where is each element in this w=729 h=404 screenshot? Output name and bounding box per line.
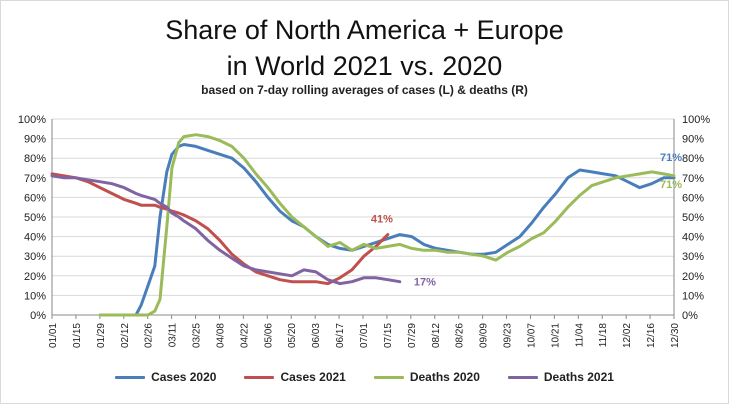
legend-item-cases-2020: Cases 2020 xyxy=(115,370,216,384)
chart-subtitle: based on 7-day rolling averages of cases… xyxy=(201,83,528,97)
legend-label-deaths-2020: Deaths 2020 xyxy=(409,370,480,384)
chart-title-line2: in World 2021 vs. 2020 xyxy=(226,51,503,81)
legend-label-deaths-2021: Deaths 2021 xyxy=(543,370,614,384)
x-tick-label: 07/15 xyxy=(383,323,394,348)
x-tick-label: 06/17 xyxy=(335,323,346,348)
y-tick-label-right: 80% xyxy=(682,153,704,165)
legend-item-deaths-2021: Deaths 2021 xyxy=(507,370,614,384)
y-tick-label-left: 40% xyxy=(24,232,46,244)
y-tick-label-right: 90% xyxy=(682,134,704,146)
legend: Cases 2020 Cases 2021 Deaths 2020 Deaths… xyxy=(0,370,729,384)
annotations: 41% 17% 71% 71% xyxy=(371,152,682,289)
y-tick-label-right: 70% xyxy=(682,173,704,185)
y-tick-label-right: 20% xyxy=(682,271,704,283)
y-tick-label-left: 30% xyxy=(24,251,46,263)
x-tick-label: 12/30 xyxy=(670,323,681,348)
series-line-cases-2020 xyxy=(134,143,676,317)
y-tick-label-right: 60% xyxy=(682,192,704,204)
legend-item-deaths-2020: Deaths 2020 xyxy=(373,370,480,384)
x-tick-label: 10/07 xyxy=(526,323,537,348)
x-tick-label: 07/29 xyxy=(407,323,418,348)
x-tick-label: 08/26 xyxy=(455,323,466,348)
legend-swatch-deaths-2021 xyxy=(507,375,538,379)
x-tick-label: 11/04 xyxy=(574,323,585,348)
x-tick-label: 06/03 xyxy=(311,323,322,348)
y-tick-label-left: 90% xyxy=(24,134,46,146)
legend-swatch-cases-2021 xyxy=(244,375,275,379)
chart-title: Share of North America + Europe xyxy=(165,15,564,45)
annotation-label: 71% xyxy=(660,152,682,164)
series-line-cases-2021 xyxy=(50,172,390,286)
tick-labels: 0% 0% 10% 10% 20% 20% 30% 30% 40% 40% 50% 50% 60% 60%… xyxy=(18,114,710,348)
series-line-deaths-2021 xyxy=(50,174,402,286)
grid-lines xyxy=(52,118,674,316)
x-tick-label: 01/01 xyxy=(48,323,59,348)
x-tick-label: 04/08 xyxy=(215,323,226,348)
x-tick-label: 12/16 xyxy=(646,323,657,348)
legend-swatch-deaths-2020 xyxy=(373,375,404,379)
x-tick-label: 11/18 xyxy=(598,323,609,348)
y-tick-label-right: 100% xyxy=(682,114,710,126)
y-tick-label-left: 100% xyxy=(18,114,46,126)
series-line-deaths-2020 xyxy=(98,133,676,317)
x-tick-label: 09/09 xyxy=(479,323,490,348)
axes xyxy=(51,119,675,319)
y-tick-label-right: 10% xyxy=(682,290,704,302)
x-tick-label: 09/23 xyxy=(503,323,514,348)
y-tick-label-right: 0% xyxy=(682,310,698,322)
series-lines xyxy=(50,133,676,317)
x-tick-label: 05/20 xyxy=(287,323,298,348)
legend-label-cases-2021: Cases 2021 xyxy=(280,370,346,384)
x-tick-label: 02/12 xyxy=(120,323,131,348)
x-tick-label: 05/06 xyxy=(263,323,274,348)
y-tick-label-right: 50% xyxy=(682,212,704,224)
legend-label-cases-2020: Cases 2020 xyxy=(151,370,217,384)
annotation-label: 41% xyxy=(371,214,393,226)
annotation-label: 17% xyxy=(414,277,436,289)
x-tick-label: 02/26 xyxy=(144,323,155,348)
y-tick-label-left: 70% xyxy=(24,173,46,185)
x-tick-label: 03/25 xyxy=(192,323,203,348)
x-tick-label: 04/22 xyxy=(239,323,250,348)
annotation-label: 71% xyxy=(660,179,682,191)
y-tick-label-left: 10% xyxy=(24,290,46,302)
legend-item-cases-2021: Cases 2021 xyxy=(244,370,346,384)
x-tick-label: 07/01 xyxy=(359,323,370,348)
x-tick-label: 01/29 xyxy=(96,323,107,348)
x-tick-label: 01/15 xyxy=(72,323,83,348)
y-tick-label-right: 40% xyxy=(682,232,704,244)
y-tick-label-left: 50% xyxy=(24,212,46,224)
y-tick-label-right: 30% xyxy=(682,251,704,263)
x-tick-label: 03/11 xyxy=(168,323,179,348)
y-tick-label-left: 60% xyxy=(24,192,46,204)
y-tick-label-left: 0% xyxy=(30,310,46,322)
x-tick-label: 08/12 xyxy=(431,323,442,348)
y-tick-label-left: 20% xyxy=(24,271,46,283)
legend-swatch-cases-2020 xyxy=(115,375,146,379)
y-tick-label-left: 80% xyxy=(24,153,46,165)
x-tick-label: 10/21 xyxy=(550,323,561,348)
x-tick-label: 12/02 xyxy=(622,323,633,348)
